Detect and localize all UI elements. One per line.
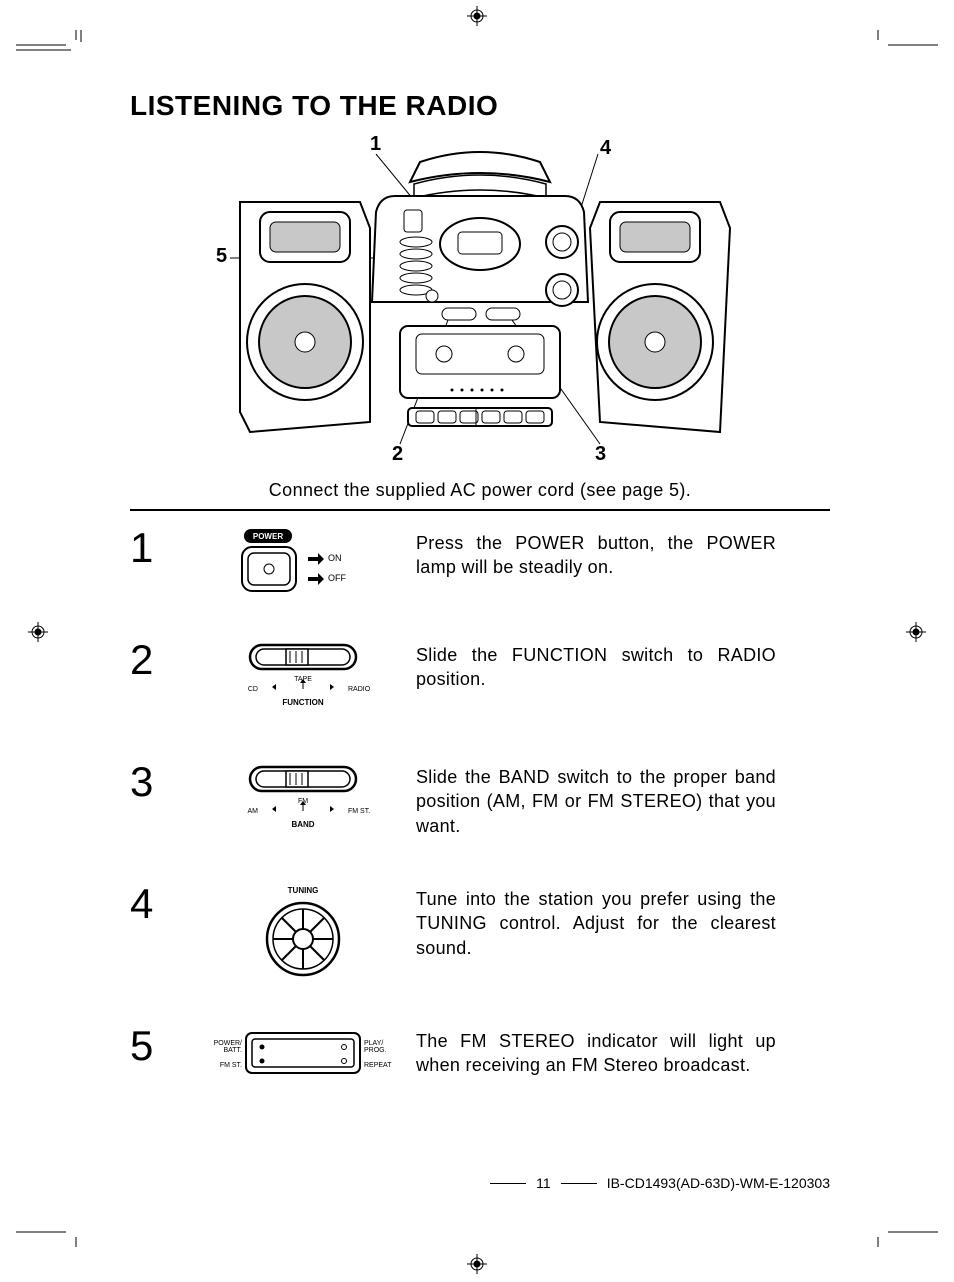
step-2: 2 TAPE CD RADIO FUNCTION Slide the FUNCT… xyxy=(130,639,830,719)
callout-5: 5 xyxy=(216,245,227,267)
indicator-panel-icon: POWER/ BATT. FM ST. PLAY/ PROG. REPEAT xyxy=(208,1025,398,1085)
power-button-icon: POWER ON OFF xyxy=(208,527,398,597)
step-number: 4 xyxy=(130,883,190,925)
crop-mark-tl xyxy=(16,30,96,65)
hero-caption: Connect the supplied AC power cord (see … xyxy=(130,480,830,501)
svg-text:CD: CD xyxy=(248,686,258,693)
crop-mark-bl xyxy=(16,1217,96,1252)
callout-2: 2 xyxy=(392,443,403,465)
svg-text:ON: ON xyxy=(328,553,342,563)
divider xyxy=(130,509,830,511)
svg-text:POWER: POWER xyxy=(253,532,283,541)
step-1: 1 POWER ON OFF Press the POWER button, t… xyxy=(130,527,830,597)
step-text: Slide the FUNCTION switch to RADIO posit… xyxy=(416,639,776,692)
svg-text:TUNING: TUNING xyxy=(288,886,319,895)
callout-3: 3 xyxy=(595,443,606,465)
step-number: 1 xyxy=(130,527,190,569)
step-text: Press the POWER button, the POWER lamp w… xyxy=(416,527,776,580)
band-switch-icon: FM AM FM ST. BAND xyxy=(208,761,398,841)
svg-text:AM: AM xyxy=(248,808,259,815)
crop-mark-br xyxy=(858,1217,938,1252)
step-number: 2 xyxy=(130,639,190,681)
left-speaker xyxy=(240,202,370,432)
svg-text:BAND: BAND xyxy=(291,820,314,829)
registration-mark-right xyxy=(906,622,926,642)
callout-1: 1 xyxy=(370,133,381,155)
doc-id: IB-CD1493(AD-63D)-WM-E-120303 xyxy=(607,1175,830,1191)
svg-text:FM ST.: FM ST. xyxy=(348,808,370,815)
step-text: Tune into the station you prefer using t… xyxy=(416,883,776,960)
crop-mark-tr xyxy=(858,30,938,65)
step-5: 5 POWER/ BATT. FM ST. PLAY/ PROG. REPEAT… xyxy=(130,1025,830,1085)
registration-mark-top xyxy=(467,6,487,26)
step-4: 4 TUNING Tune into the station you prefe… xyxy=(130,883,830,983)
registration-mark-left xyxy=(28,622,48,642)
tuning-knob-icon: TUNING xyxy=(208,883,398,983)
footer-rule xyxy=(490,1183,526,1184)
svg-text:BATT.: BATT. xyxy=(223,1047,242,1054)
svg-text:PLAY/: PLAY/ xyxy=(364,1040,383,1047)
center-unit xyxy=(372,152,588,426)
svg-text:REPEAT: REPEAT xyxy=(364,1062,392,1069)
registration-mark-bottom xyxy=(467,1254,487,1274)
step-text: Slide the BAND switch to the proper band… xyxy=(416,761,776,838)
svg-text:POWER/: POWER/ xyxy=(214,1040,242,1047)
svg-text:OFF: OFF xyxy=(328,573,346,583)
step-number: 5 xyxy=(130,1025,190,1067)
footer-rule xyxy=(561,1183,597,1184)
svg-text:FM ST.: FM ST. xyxy=(220,1062,242,1069)
page-number: 11 xyxy=(536,1175,551,1191)
function-switch-icon: TAPE CD RADIO FUNCTION xyxy=(208,639,398,719)
callout-4: 4 xyxy=(600,137,612,159)
page-footer: 11 IB-CD1493(AD-63D)-WM-E-120303 xyxy=(130,1175,830,1191)
right-speaker xyxy=(590,202,730,432)
page-title: LISTENING TO THE RADIO xyxy=(130,90,830,122)
step-text: The FM STEREO indicator will light up wh… xyxy=(416,1025,776,1078)
svg-text:PROG.: PROG. xyxy=(364,1047,387,1054)
step-3: 3 FM AM FM ST. BAND Slide the BAND switc… xyxy=(130,761,830,841)
step-number: 3 xyxy=(130,761,190,803)
boombox-illustration: 1 4 5 2 3 xyxy=(200,132,760,472)
svg-text:RADIO: RADIO xyxy=(348,686,371,693)
svg-text:FUNCTION: FUNCTION xyxy=(282,698,324,707)
page-content: LISTENING TO THE RADIO 1 4 5 2 3 xyxy=(130,90,830,1095)
